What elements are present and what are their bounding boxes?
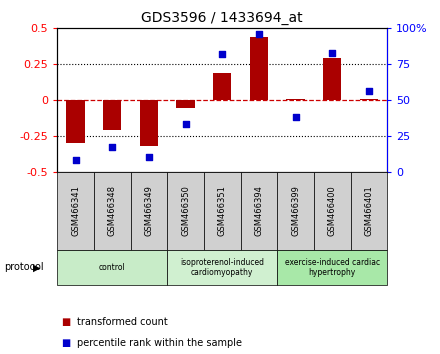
- Bar: [323, 58, 341, 100]
- Bar: [94, 172, 131, 250]
- Text: ■: ■: [62, 317, 71, 327]
- Text: exercise-induced cardiac
hypertrophy: exercise-induced cardiac hypertrophy: [285, 258, 380, 277]
- Bar: [351, 172, 387, 250]
- Text: GSM466400: GSM466400: [328, 185, 337, 236]
- Bar: [66, 100, 85, 143]
- Text: GSM466350: GSM466350: [181, 185, 190, 236]
- Text: ■: ■: [62, 338, 71, 348]
- Point: [292, 114, 299, 120]
- Bar: [314, 172, 351, 250]
- Point: [329, 50, 336, 56]
- Text: isoproterenol-induced
cardiomyopathy: isoproterenol-induced cardiomyopathy: [180, 258, 264, 277]
- Point: [182, 121, 189, 127]
- Text: ▶: ▶: [33, 262, 40, 272]
- Text: control: control: [99, 263, 125, 272]
- Point: [72, 158, 79, 163]
- Bar: [277, 172, 314, 250]
- Text: GSM466341: GSM466341: [71, 185, 80, 236]
- Bar: [57, 250, 167, 285]
- Text: GSM466349: GSM466349: [144, 185, 154, 236]
- Bar: [277, 250, 387, 285]
- Bar: [57, 172, 94, 250]
- Bar: [176, 100, 195, 108]
- Text: GSM466348: GSM466348: [108, 185, 117, 236]
- Bar: [241, 172, 277, 250]
- Title: GDS3596 / 1433694_at: GDS3596 / 1433694_at: [141, 11, 303, 24]
- Point: [109, 144, 116, 150]
- Bar: [167, 250, 277, 285]
- Text: GSM466351: GSM466351: [218, 185, 227, 236]
- Bar: [204, 172, 241, 250]
- Bar: [250, 37, 268, 100]
- Bar: [103, 100, 121, 130]
- Point: [145, 154, 152, 160]
- Text: transformed count: transformed count: [77, 317, 168, 327]
- Text: GSM466394: GSM466394: [254, 185, 264, 236]
- Text: GSM466399: GSM466399: [291, 185, 300, 236]
- Bar: [360, 98, 378, 100]
- Bar: [213, 73, 231, 100]
- Bar: [131, 172, 167, 250]
- Bar: [286, 98, 305, 100]
- Text: protocol: protocol: [4, 262, 44, 272]
- Point: [219, 51, 226, 57]
- Point: [365, 88, 372, 94]
- Bar: [167, 172, 204, 250]
- Point: [255, 31, 262, 37]
- Bar: [140, 100, 158, 146]
- Text: percentile rank within the sample: percentile rank within the sample: [77, 338, 242, 348]
- Text: GSM466401: GSM466401: [364, 185, 374, 236]
